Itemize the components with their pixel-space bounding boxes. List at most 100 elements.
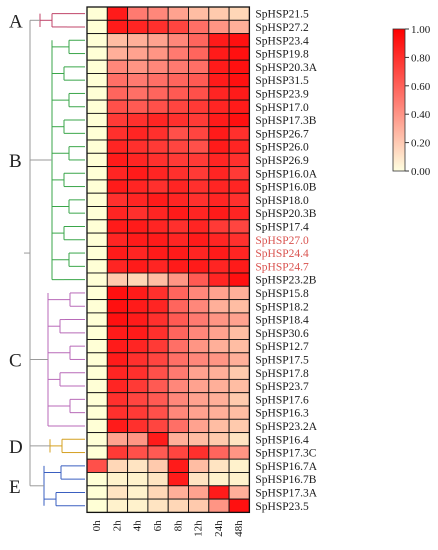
heatmap-cell	[188, 219, 210, 234]
heatmap-cell	[228, 405, 250, 420]
heatmap-cell	[147, 472, 169, 487]
heatmap-cell	[188, 206, 210, 221]
heatmap-cell	[127, 46, 149, 61]
heatmap-cell	[188, 245, 210, 261]
heatmap-cell	[86, 405, 108, 420]
heatmap-cell	[208, 498, 230, 513]
heatmap-cell	[147, 73, 169, 88]
heatmap-cell	[127, 179, 149, 194]
heatmap-cell	[188, 46, 210, 61]
heatmap-cell	[228, 6, 250, 21]
heatmap-cell	[86, 86, 108, 101]
heatmap-cell	[188, 312, 210, 327]
heatmap-cell	[106, 378, 129, 394]
heatmap-cell	[167, 485, 189, 500]
heatmap-cell	[208, 285, 230, 301]
colorbar-gradient	[392, 28, 406, 172]
heatmap-cell	[228, 19, 250, 35]
heatmap-cell	[147, 245, 169, 261]
heatmap-cell	[86, 432, 108, 447]
heatmap-cell	[147, 112, 169, 128]
heatmap-cell	[228, 365, 250, 380]
heatmap-cell	[127, 458, 149, 473]
heatmap-cell	[86, 272, 108, 287]
heatmap-cell	[167, 365, 189, 380]
heatmap-cell	[86, 445, 108, 460]
heatmap-cell	[106, 6, 129, 21]
heatmap-cell	[127, 152, 149, 168]
heatmap-cell	[147, 285, 169, 301]
heatmap-cell	[188, 6, 210, 21]
heatmap-cell	[147, 432, 169, 447]
heatmap-cell	[208, 112, 230, 128]
row-labels: SpHSP21.5SpHSP27.2SpHSP23.4SpHSP19.8SpHS…	[255, 9, 317, 513]
heatmap-cell	[127, 19, 149, 35]
heatmap-cell	[228, 179, 250, 194]
heatmap-cell	[127, 126, 149, 141]
heatmap-cell	[86, 219, 108, 234]
heatmap-cell	[188, 179, 210, 194]
column-label: 0h	[91, 520, 103, 532]
column-label: 2h	[111, 520, 123, 532]
heatmap-cell	[208, 445, 230, 460]
heatmap-cell	[208, 312, 230, 327]
heatmap-cell	[127, 6, 149, 21]
heatmap-cell	[167, 352, 189, 367]
heatmap-cell	[167, 86, 189, 101]
heatmap-cell	[147, 365, 169, 380]
row-label: SpHSP23.5	[255, 501, 309, 513]
heatmap-cell	[228, 445, 250, 460]
colorbar-ticks: 0.00 0.20 0.40 0.60 0.80 1.00	[405, 24, 431, 178]
heatmap-cell	[188, 152, 210, 168]
heatmap-cell	[106, 46, 129, 61]
heatmap-cell	[147, 99, 169, 114]
row-label: SpHSP12.7	[255, 341, 309, 353]
heatmap-cell	[208, 59, 230, 74]
heatmap-cell	[147, 19, 169, 35]
heatmap-cell	[127, 392, 149, 407]
heatmap-cell	[86, 6, 108, 21]
heatmap-cell	[188, 232, 210, 247]
heatmap-cell	[127, 472, 149, 487]
heatmap-cell	[127, 206, 149, 221]
heatmap-cell	[106, 259, 129, 274]
heatmap-cell	[127, 59, 149, 74]
heatmap-cell	[127, 285, 149, 301]
heatmap-cell	[208, 378, 230, 394]
row-label: SpHSP23.9	[255, 88, 309, 100]
heatmap-cell	[167, 166, 189, 181]
heatmap-cell	[167, 392, 189, 407]
heatmap-cell	[147, 179, 169, 194]
heatmap-cell	[147, 312, 169, 327]
heatmap-cell	[127, 339, 149, 354]
heatmap-cell	[188, 33, 210, 48]
heatmap-cell	[167, 19, 189, 35]
heatmap-cell	[228, 392, 250, 407]
heatmap-cell	[127, 272, 149, 287]
row-label: SpHSP21.5	[255, 9, 309, 21]
heatmap-cell	[106, 206, 129, 221]
heatmap-cell	[106, 272, 129, 287]
heatmap-cell	[127, 299, 149, 314]
heatmap-cell	[127, 418, 149, 434]
clade-label: E	[9, 477, 21, 498]
row-label: SpHSP20.3A	[255, 62, 317, 74]
heatmap-cell	[188, 272, 210, 287]
heatmap-cell	[86, 245, 108, 261]
heatmap-cell	[208, 166, 230, 181]
heatmap-cell	[106, 99, 129, 114]
heatmap-cell	[228, 485, 250, 500]
heatmap-cell	[106, 325, 129, 340]
heatmap-cell	[127, 485, 149, 500]
heatmap-cell	[167, 206, 189, 221]
heatmap-cell	[106, 365, 129, 380]
heatmap-cell	[188, 139, 210, 154]
heatmap-cell	[86, 126, 108, 141]
heatmap-cell	[228, 59, 250, 74]
heatmap-cell	[147, 206, 169, 221]
heatmap-cell	[106, 219, 129, 234]
heatmap-cell	[127, 99, 149, 114]
heatmap-cell	[188, 59, 210, 74]
row-label: SpHSP18.0	[255, 195, 309, 207]
heatmap-cell	[127, 378, 149, 394]
